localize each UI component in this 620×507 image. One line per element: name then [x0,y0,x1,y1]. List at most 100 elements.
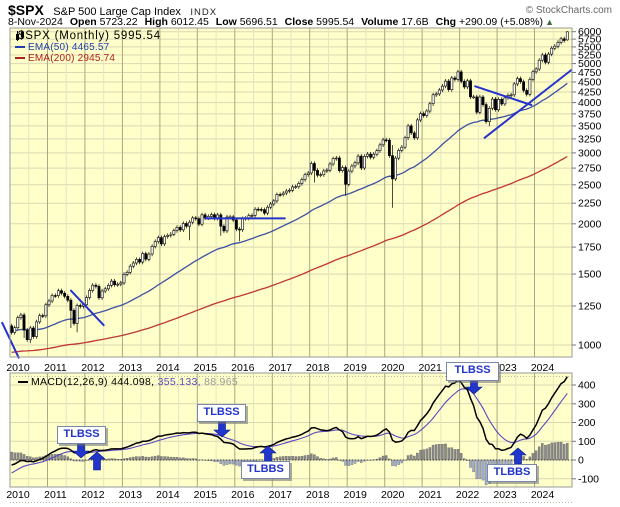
callout-tlbss: TLBSS [197,404,246,422]
axis-tick-label: 2020 [381,489,405,501]
gridlines [9,28,572,487]
macd-name: MACD(12,26,9) [31,376,108,388]
buy-signal-arrow-icon [509,447,527,465]
axis-tick-label: 2014 [156,489,180,501]
axis-tick-label: 3750 [578,108,602,120]
exchange-label: INDX [190,7,218,18]
axis-tick-label: 2019 [344,362,368,374]
axis-tick-label: 2015 [194,362,218,374]
axis-tick-label: 2015 [194,489,218,501]
axis-tick-label: 1750 [578,242,602,254]
axis-tick-label: 2013 [119,489,143,501]
quote-field-volume: Volume 17.6B [361,16,429,28]
macd-value: 444.098, [111,376,155,388]
macd-lines [11,376,568,474]
macd-legend: MACD(12,26,9) 444.098, 355.133, 88.965 [18,377,238,388]
axis-tick-label: 2023 [493,362,517,374]
axis-tick-label: 2017 [269,489,293,501]
axis-tick-label: 2000 [578,218,602,230]
change-up-arrow-icon: ▲ [545,17,554,27]
axis-tick-label: 2018 [306,489,330,501]
buy-signal-arrow-icon [259,445,277,463]
axis-tick-label: 4750 [578,67,602,79]
buy-signal-arrow-icon [88,451,106,471]
ema-overlays [11,82,568,353]
axis-tick-label: 2024 [531,362,555,374]
quote-date: 8-Nov-2024 [8,16,63,28]
axis-tick-label: 2250 [578,198,602,210]
axis-tick-label: 1500 [578,269,602,281]
axis-tick-label: 2016 [231,362,255,374]
callout-tlbss: TLBSS [446,362,499,381]
axis-tick-label: 6000 [578,26,602,38]
axis-tick-label: -100 [578,473,599,485]
quote-field-high: High 6012.45 [144,16,209,28]
quote-field-open: Open 5723.22 [69,16,138,28]
main-chart-legend: $SPX (Monthly) 5995.54 EMA(50) 4465.57 E… [15,30,161,64]
axis-tick-label: 1250 [578,301,602,313]
axis-tick-label: 2011 [44,362,67,374]
ema200-legend-marker [15,57,25,59]
symbol-legend-text: $SPX (Monthly) 5995.54 [18,30,161,42]
sell-signal-arrow-icon [72,442,90,459]
axis-tick-label: 5000 [578,58,602,70]
callout-tlbbs: TLBBS [241,461,290,479]
stockcharts-copyright: © StockCharts.com [525,5,612,16]
axis-tick-label: 2019 [344,489,368,501]
axis-tick-label: 400 [578,380,596,392]
axis-tick-label: 3500 [578,120,602,132]
axis-tick-label: 2023 [493,489,517,501]
axis-tick-label: 0 [578,455,584,467]
axis-tick-label: 2013 [119,362,143,374]
axis-tick-label: 2012 [81,362,105,374]
axis-tick-label: 2020 [381,362,405,374]
axis-tick-label: 2022 [456,489,480,501]
axis-tick-label: 2017 [269,362,293,374]
axis-tick-label: 4250 [578,87,602,99]
axis-tick-label: 4000 [578,97,602,109]
symbol-label: $SPX [8,2,44,18]
ema200-legend-text: EMA(200) 2945.74 [28,53,116,64]
quote-field-low: Low 5696.51 [215,16,278,28]
quote-summary-row: 8-Nov-2024 Open 5723.22 High 6012.45 Low 56… [8,16,612,28]
axis-tick-label: 1000 [578,340,602,352]
axis-tick-label: 2011 [44,489,67,501]
macd-legend-marker [18,381,28,383]
axis-tick-label: 2014 [156,362,180,374]
ema50-legend-marker [15,46,25,48]
axis-tick-label: 2018 [306,362,330,374]
axis-tick-label: 4500 [578,77,602,89]
quote-field-close: Close 5995.54 [284,16,355,28]
quote-fields: Open 5723.22 High 6012.45 Low 5696.51 Close… [63,16,543,28]
axis-tick-label: 2021 [418,489,442,501]
axis-tick-label: 2500 [578,179,602,191]
macd-signal-value: 355.133, [157,376,201,388]
sell-signal-arrow-icon [213,420,231,438]
axis-tick-label: 100 [578,436,596,448]
axis-tick-label: 2024 [531,489,555,501]
axis-tick-label: 200 [578,417,596,429]
axis-tick-label: 5750 [578,34,602,46]
axis-tick-label: 5500 [578,41,602,53]
ema50-legend-text: EMA(50) 4465.57 [28,42,110,53]
axis-labels: 6000575055005250500047504500425040003750… [6,26,601,501]
callout-tlbbs: TLBBS [487,464,537,482]
axis-tick-label: 2010 [6,489,30,501]
index-name-label: S&P 500 Large Cap Index [53,6,181,18]
signal-arrows [72,378,527,471]
axis-tick-label: 2010 [6,362,30,374]
axis-tick-label: 2016 [231,489,255,501]
macd-hist-value: 88.965 [204,376,238,388]
quote-field-chg: Chg +290.09 (+5.08%) [435,16,544,28]
chart-header: $SPX S&P 500 Large Cap Index INDX © Stoc… [8,2,612,18]
axis-tick-label: 2012 [81,489,105,501]
axis-tick-label: 300 [578,398,596,410]
axis-tick-label: 3250 [578,133,602,145]
axis-tick-label: 3000 [578,147,602,159]
callout-tlbss: TLBSS [57,426,106,444]
axis-tick-label: 2021 [418,362,442,374]
axis-tick-label: 5250 [578,50,602,62]
axis-tick-label: 2750 [578,163,602,175]
